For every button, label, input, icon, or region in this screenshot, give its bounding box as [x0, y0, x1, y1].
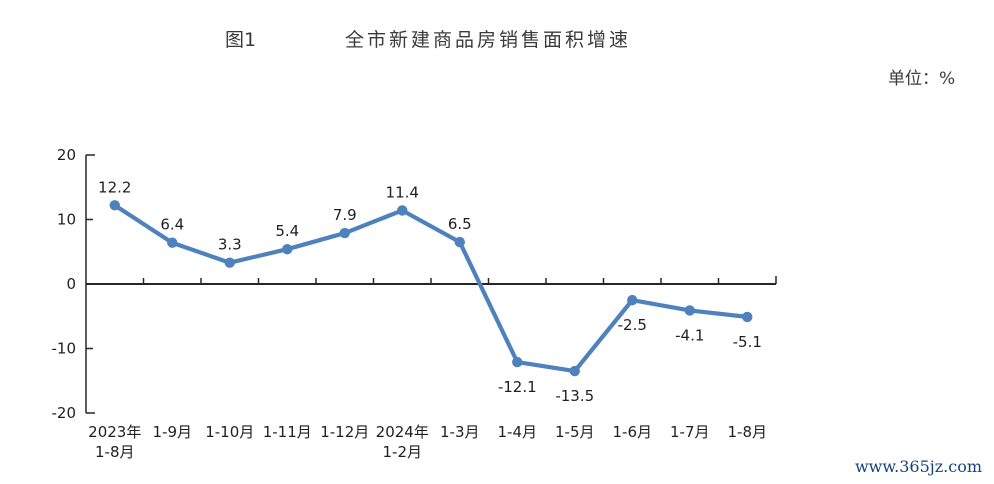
watermark-text: www.365jz.com: [854, 457, 982, 476]
data-point-label: 7.9: [333, 206, 357, 224]
data-point-label: -5.1: [733, 333, 762, 351]
x-axis-category-label: 1-6月: [613, 423, 653, 441]
x-axis-category-label: 1-8月: [728, 423, 768, 441]
data-point-marker: [742, 311, 753, 323]
x-axis-category-label: 1-10月: [205, 423, 254, 441]
x-axis-category-label: 1-12月: [320, 423, 369, 441]
data-point-label: 5.4: [275, 222, 299, 240]
data-point-marker: [397, 205, 408, 216]
data-point-label: 6.5: [448, 215, 472, 233]
data-point-marker: [569, 365, 580, 377]
data-point-marker: [109, 200, 120, 211]
data-point-label: -13.5: [555, 387, 594, 405]
data-point-marker: [224, 257, 235, 268]
series-line: [112, 203, 750, 374]
data-point-marker: [684, 305, 695, 316]
data-point-marker: [339, 227, 350, 239]
x-axis-category-label: 1-4月: [498, 423, 538, 441]
x-axis-category-label: 2023年 1-8月: [88, 423, 141, 461]
x-axis-category-label: 1-9月: [153, 423, 193, 441]
data-point-marker: [282, 243, 293, 255]
data-point-label: 12.2: [98, 178, 131, 196]
data-point-marker: [167, 237, 178, 248]
x-axis-category-label: 1-7月: [670, 423, 710, 441]
data-point-label: -12.1: [498, 378, 537, 396]
x-axis-category-label: 1-11月: [263, 423, 312, 441]
data-point-label: -4.1: [675, 326, 704, 344]
y-axis-tick-label: 10: [57, 211, 76, 229]
data-point-label: 11.4: [386, 183, 419, 201]
data-point-marker: [512, 356, 523, 368]
data-point-marker: [454, 236, 465, 248]
x-axis-category-label: 1-3月: [440, 423, 480, 441]
y-axis-tick-label: 20: [57, 146, 76, 164]
y-axis-tick-label: -10: [52, 340, 77, 358]
figure-number-label: 图1: [225, 29, 257, 51]
data-point-label: -2.5: [618, 316, 647, 334]
x-axis-category-label: 2024年 1-2月: [376, 423, 429, 461]
unit-label: 单位：%: [888, 69, 956, 89]
y-axis-tick-label: 0: [66, 275, 76, 293]
chart-title: 全市新建商品房销售面积增速: [345, 29, 632, 51]
y-axis-tick-label: -20: [52, 404, 77, 422]
x-axis-category-label: 1-5月: [555, 423, 595, 441]
data-point-marker: [627, 294, 638, 306]
data-point-label: 6.4: [160, 216, 184, 234]
data-point-label: 3.3: [218, 236, 242, 254]
